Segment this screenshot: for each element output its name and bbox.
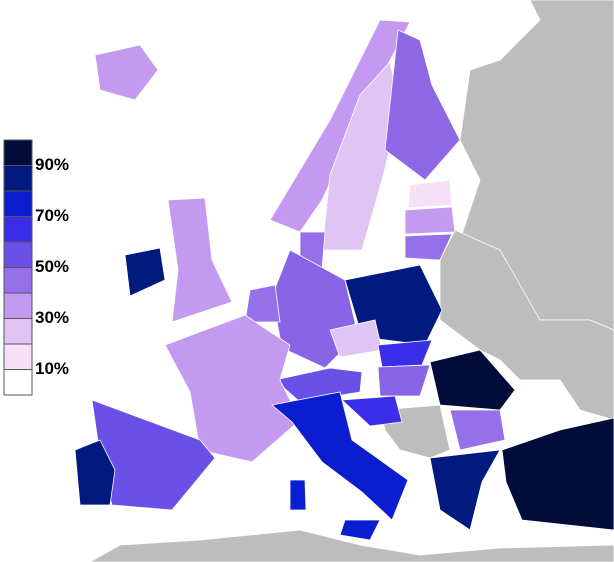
sicily	[339, 519, 381, 541]
hungary	[377, 364, 431, 397]
united-kingdom	[167, 197, 233, 323]
iceland	[94, 44, 159, 101]
legend-label: 30%	[35, 308, 69, 327]
lithuania	[404, 233, 453, 261]
countries	[74, 19, 614, 541]
legend-swatch	[3, 241, 33, 268]
norway	[269, 19, 411, 233]
legend-swatch	[3, 369, 33, 396]
legend-swatch	[3, 318, 33, 345]
legend-swatch	[3, 216, 33, 243]
bulgaria	[449, 409, 506, 451]
latvia	[404, 206, 456, 235]
legend-swatch	[3, 292, 33, 319]
croatia	[341, 395, 403, 427]
legend-swatch	[3, 190, 33, 217]
sardinia	[289, 479, 307, 511]
legend-label: 50%	[35, 257, 69, 276]
legend-swatch	[3, 139, 33, 166]
romania	[429, 349, 516, 411]
benelux	[244, 284, 281, 323]
finland	[384, 29, 461, 181]
eastern-europe	[439, 229, 614, 421]
legend-label: 90%	[35, 155, 69, 174]
italy	[271, 391, 409, 521]
legend-swatch	[3, 343, 33, 370]
ireland	[124, 247, 166, 297]
legend-swatch	[3, 165, 33, 192]
legend: 90% 70% 50% 30% 10%	[3, 139, 69, 396]
legend-label: 70%	[35, 206, 69, 225]
estonia	[407, 179, 453, 209]
legend-swatch	[3, 267, 33, 294]
turkey	[501, 417, 614, 531]
africa	[89, 529, 614, 562]
legend-label: 10%	[35, 359, 69, 378]
greece	[429, 449, 501, 531]
land-background	[89, 0, 614, 562]
portugal	[74, 439, 116, 506]
slovakia	[377, 339, 433, 368]
